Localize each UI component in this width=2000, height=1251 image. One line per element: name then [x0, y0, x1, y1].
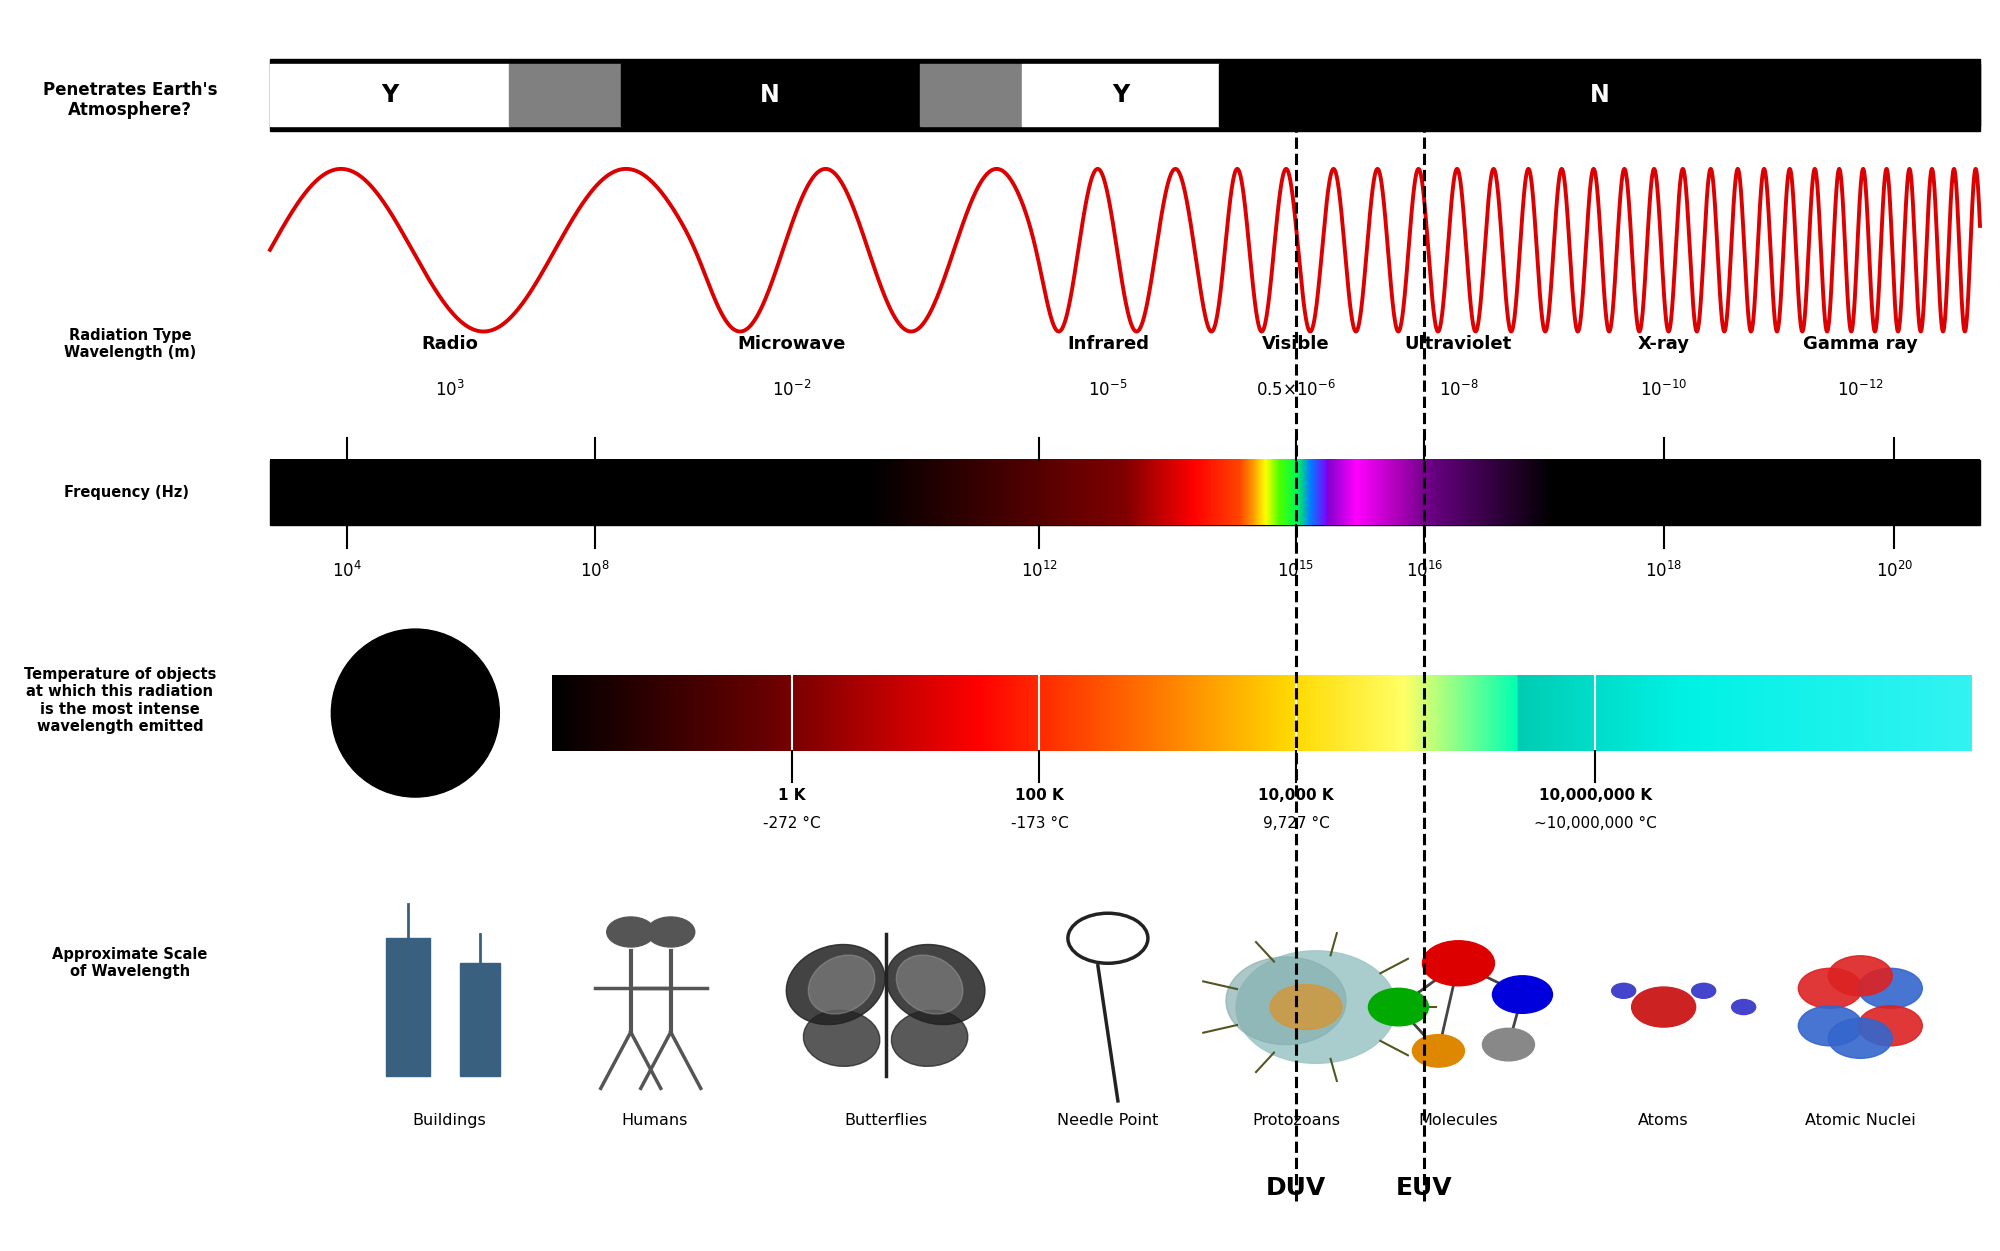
- Ellipse shape: [804, 1011, 880, 1066]
- Ellipse shape: [320, 623, 512, 803]
- Text: 10,000,000 K: 10,000,000 K: [1538, 788, 1652, 803]
- Circle shape: [1412, 1035, 1464, 1067]
- Ellipse shape: [1226, 957, 1346, 1045]
- Text: Visible: Visible: [1262, 335, 1330, 353]
- Ellipse shape: [892, 1011, 968, 1066]
- Bar: [620, 64, 920, 126]
- Ellipse shape: [332, 629, 500, 797]
- Text: Protozoans: Protozoans: [1252, 1113, 1340, 1128]
- Text: EUV: EUV: [1396, 1176, 1452, 1201]
- Text: 10$^{-10}$: 10$^{-10}$: [1640, 380, 1688, 400]
- Circle shape: [1692, 983, 1716, 998]
- Text: 10$^{3}$: 10$^{3}$: [434, 380, 464, 400]
- Text: Buildings: Buildings: [412, 1113, 486, 1128]
- Text: X-ray: X-ray: [1638, 335, 1690, 353]
- Text: Gamma ray: Gamma ray: [1802, 335, 1918, 353]
- Circle shape: [646, 917, 694, 947]
- Text: 10$^{20}$: 10$^{20}$: [1876, 560, 1914, 580]
- Bar: [270, 460, 1980, 525]
- Text: 9,727 °C: 9,727 °C: [1262, 816, 1330, 831]
- Text: 10,000 K: 10,000 K: [1258, 788, 1334, 803]
- Text: 10$^{-8}$: 10$^{-8}$: [1438, 380, 1478, 400]
- Circle shape: [1858, 1006, 1922, 1046]
- Text: DUV: DUV: [1266, 1176, 1326, 1201]
- FancyBboxPatch shape: [542, 669, 1982, 757]
- Text: Needle Point: Needle Point: [1058, 1113, 1158, 1128]
- Text: Approximate Scale
of Wavelength: Approximate Scale of Wavelength: [52, 947, 208, 980]
- Text: -272 °C: -272 °C: [762, 816, 820, 831]
- Text: -173 °C: -173 °C: [1010, 816, 1068, 831]
- Text: 10$^{18}$: 10$^{18}$: [1646, 560, 1682, 580]
- Text: Y: Y: [382, 83, 398, 108]
- Text: 10$^{16}$: 10$^{16}$: [1406, 560, 1442, 580]
- Text: Radiation Type
Wavelength (m): Radiation Type Wavelength (m): [64, 328, 196, 360]
- Text: 0.5×10$^{-6}$: 0.5×10$^{-6}$: [1256, 380, 1336, 400]
- Text: 10$^{-12}$: 10$^{-12}$: [1836, 380, 1884, 400]
- Circle shape: [1798, 1006, 1862, 1046]
- Text: ~10,000,000 °C: ~10,000,000 °C: [1534, 816, 1656, 831]
- Ellipse shape: [808, 955, 874, 1015]
- Text: Humans: Humans: [622, 1113, 688, 1128]
- Text: Infrared: Infrared: [1066, 335, 1148, 353]
- Ellipse shape: [896, 955, 962, 1015]
- Ellipse shape: [786, 945, 884, 1025]
- Text: 10$^{15}$: 10$^{15}$: [1278, 560, 1314, 580]
- Text: Molecules: Molecules: [1418, 1113, 1498, 1128]
- Text: 10$^{-5}$: 10$^{-5}$: [1088, 380, 1128, 400]
- Text: 1 K: 1 K: [778, 788, 806, 803]
- Text: 10$^{8}$: 10$^{8}$: [580, 560, 610, 580]
- Circle shape: [1482, 1028, 1534, 1061]
- Bar: [270, 59, 1980, 131]
- Circle shape: [1368, 988, 1428, 1026]
- Text: Butterflies: Butterflies: [844, 1113, 928, 1128]
- Circle shape: [1612, 983, 1636, 998]
- Ellipse shape: [886, 945, 984, 1025]
- Circle shape: [1732, 1000, 1756, 1015]
- Circle shape: [1858, 968, 1922, 1008]
- Circle shape: [1828, 956, 1892, 996]
- Circle shape: [1798, 968, 1862, 1008]
- Text: Atoms: Atoms: [1638, 1113, 1688, 1128]
- Text: 10$^{-2}$: 10$^{-2}$: [772, 380, 812, 400]
- Text: N: N: [1590, 83, 1610, 108]
- Text: Y: Y: [1112, 83, 1130, 108]
- Bar: [1220, 64, 1980, 126]
- Circle shape: [1492, 976, 1552, 1013]
- Circle shape: [1632, 987, 1696, 1027]
- Circle shape: [1828, 1018, 1892, 1058]
- Circle shape: [1422, 941, 1494, 986]
- Circle shape: [1270, 985, 1342, 1030]
- Bar: [920, 64, 1022, 126]
- Bar: [460, 963, 500, 1076]
- Ellipse shape: [1236, 951, 1396, 1063]
- Bar: [510, 64, 620, 126]
- Text: 100 K: 100 K: [1016, 788, 1064, 803]
- Text: 10$^{4}$: 10$^{4}$: [332, 560, 362, 580]
- Text: Atomic Nuclei: Atomic Nuclei: [1804, 1113, 1916, 1128]
- Text: Microwave: Microwave: [738, 335, 846, 353]
- Text: 10$^{12}$: 10$^{12}$: [1022, 560, 1058, 580]
- Text: Penetrates Earth's
Atmosphere?: Penetrates Earth's Atmosphere?: [42, 80, 218, 120]
- Text: Radio: Radio: [422, 335, 478, 353]
- Circle shape: [606, 917, 654, 947]
- Text: Frequency (Hz): Frequency (Hz): [64, 485, 188, 500]
- Text: Ultraviolet: Ultraviolet: [1404, 335, 1512, 353]
- Bar: [386, 938, 430, 1076]
- Text: Temperature of objects
at which this radiation
is the most intense
wavelength em: Temperature of objects at which this rad…: [24, 667, 216, 734]
- Bar: [1022, 64, 1220, 126]
- Text: N: N: [760, 83, 780, 108]
- Bar: [270, 64, 510, 126]
